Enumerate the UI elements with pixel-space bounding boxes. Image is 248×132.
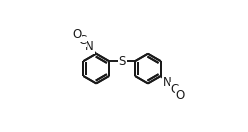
- Text: S: S: [118, 55, 126, 68]
- Text: C: C: [170, 83, 179, 96]
- Text: C: C: [78, 34, 87, 46]
- Text: N: N: [85, 40, 94, 53]
- Text: O: O: [72, 28, 81, 41]
- Text: O: O: [176, 89, 185, 102]
- Text: N: N: [163, 76, 172, 89]
